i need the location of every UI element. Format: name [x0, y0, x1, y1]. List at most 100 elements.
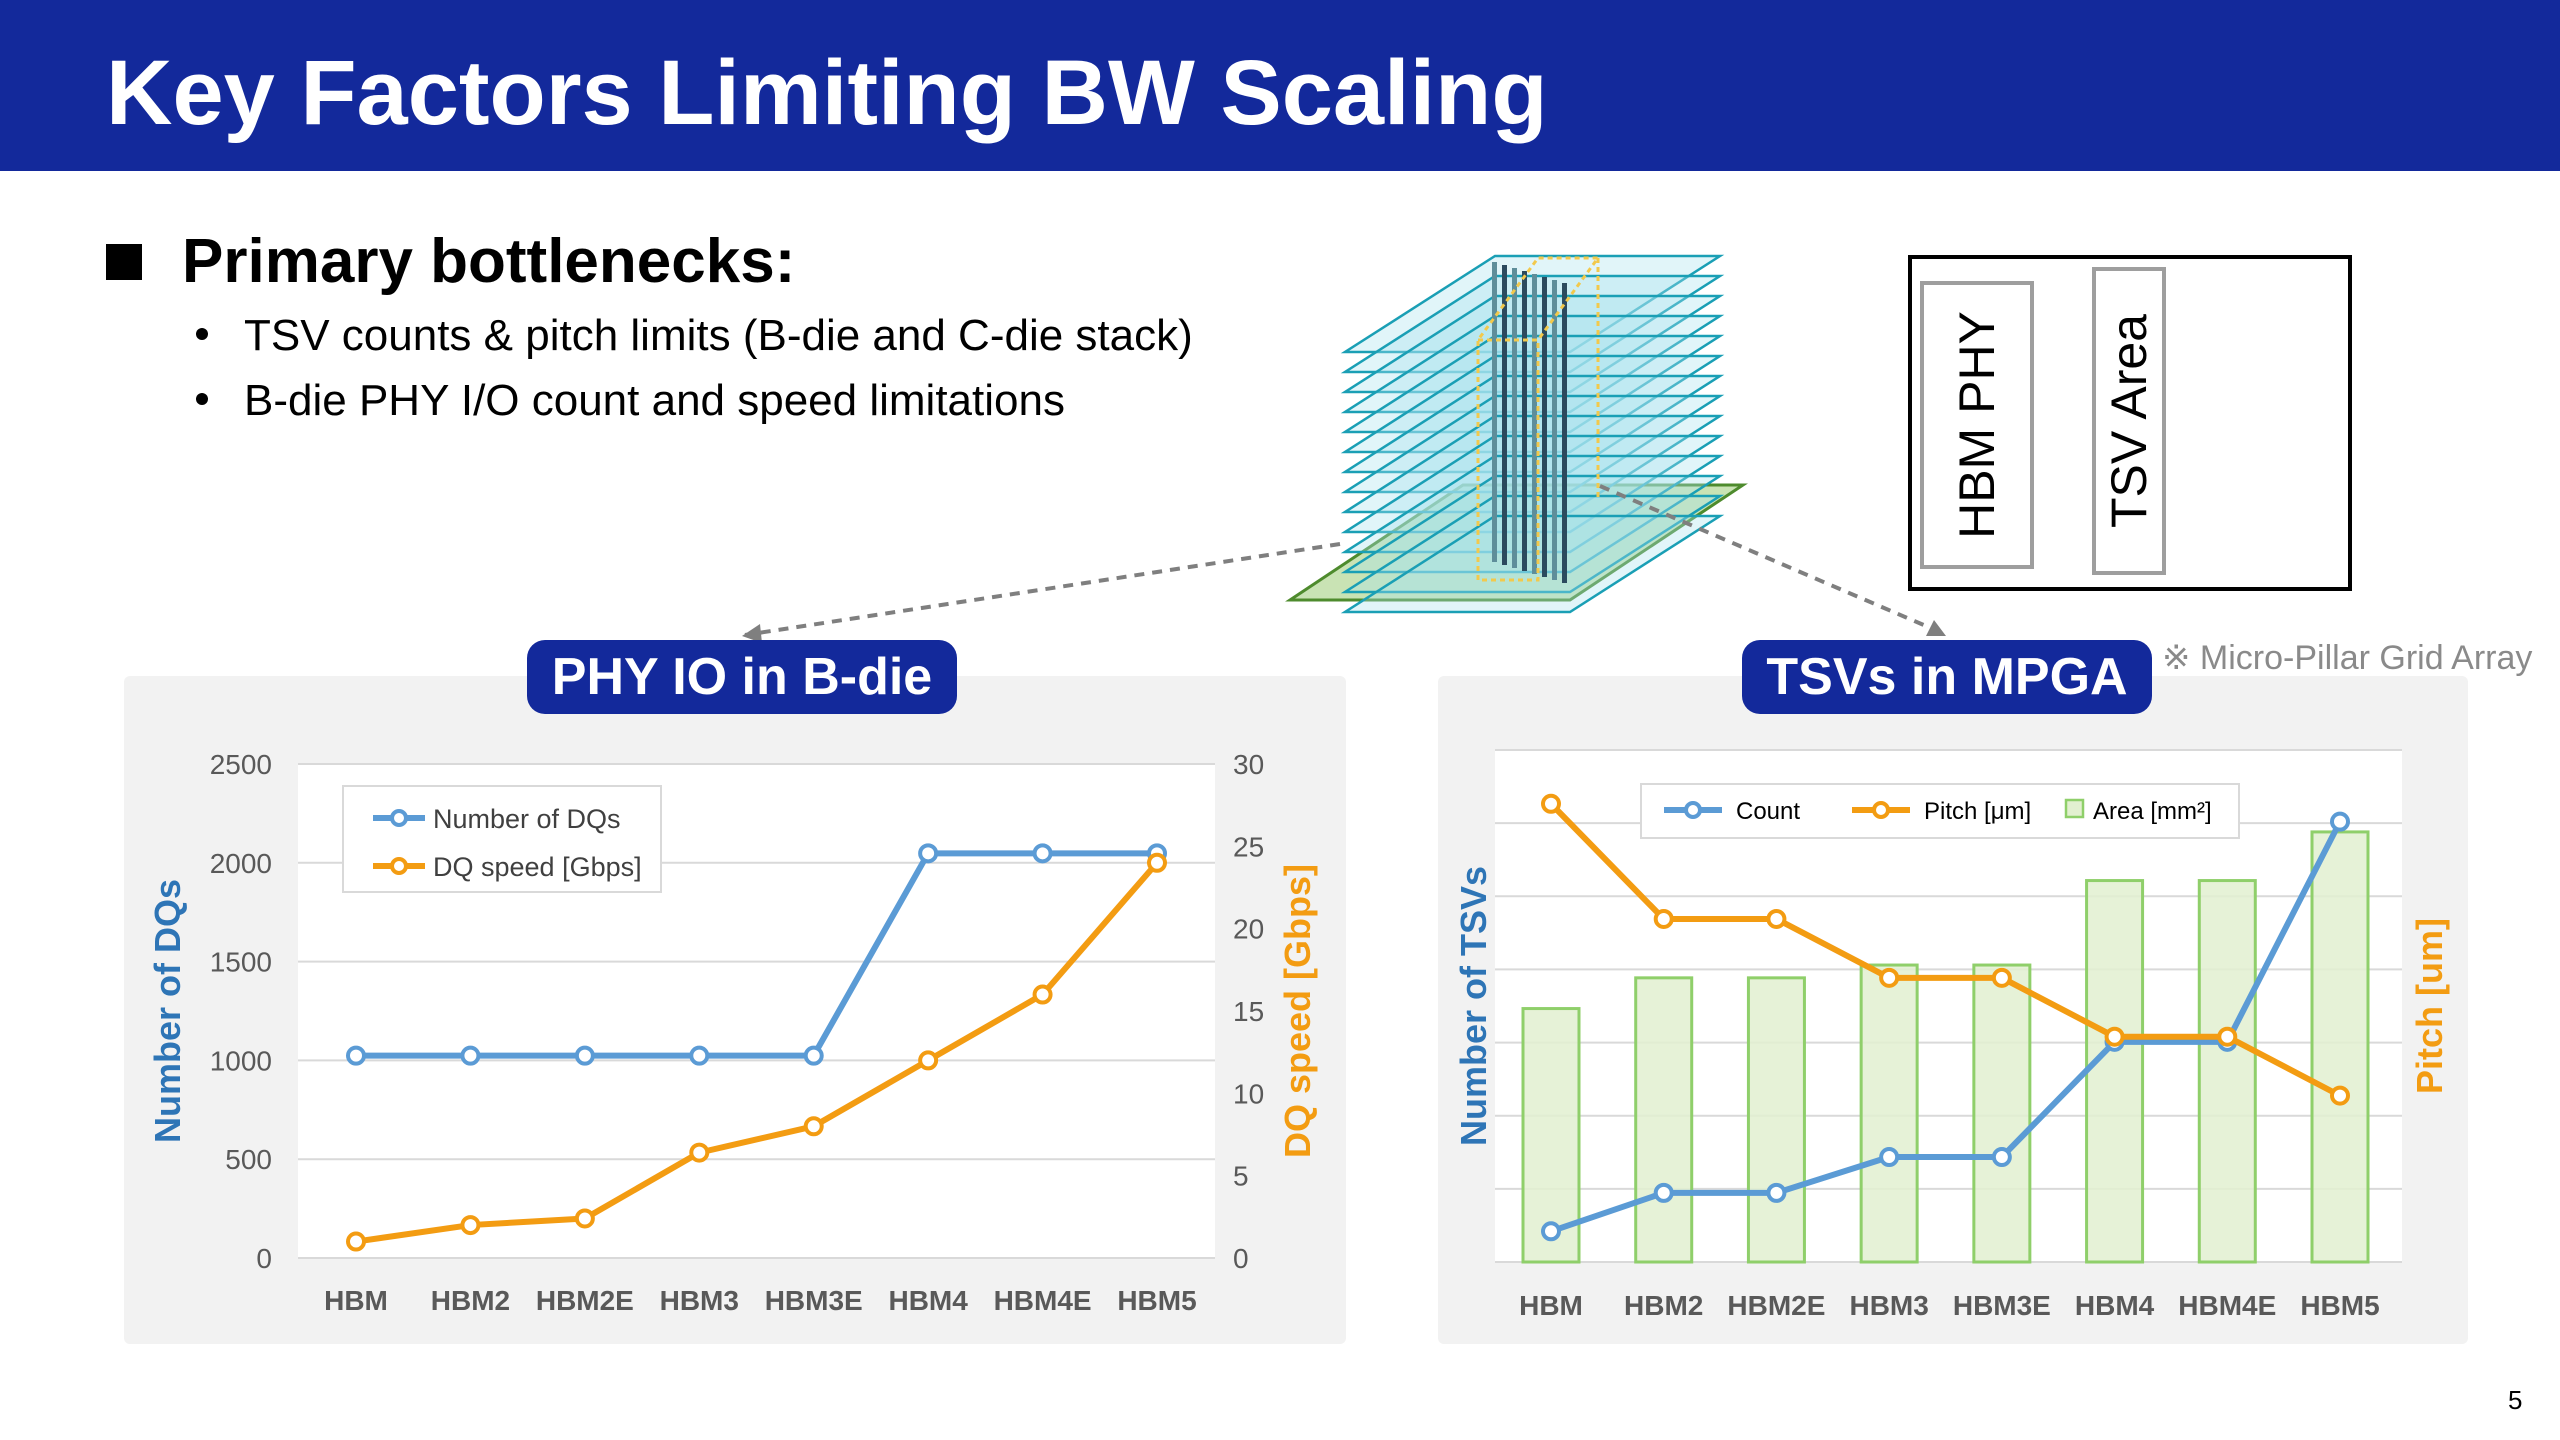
data-point — [1541, 793, 1561, 814]
arrow-to-tsv — [1599, 484, 1941, 634]
right-tick-label: 15 — [1233, 996, 1264, 1027]
data-point — [1879, 1147, 1900, 1168]
bullet-dot-icon — [196, 393, 208, 406]
data-point — [1879, 967, 1900, 988]
data-point — [460, 1215, 481, 1236]
bullet-item: B-die PHY I/O count and speed limitation… — [196, 373, 1065, 429]
area-bar — [1521, 1007, 1581, 1264]
tsv-pillar — [1562, 283, 1567, 583]
x-tick-label: HBM — [324, 1285, 388, 1316]
data-point — [918, 843, 939, 864]
data-point — [803, 1045, 824, 1066]
tsv-pillar — [1502, 265, 1507, 565]
legend-swatch-bar — [2064, 798, 2085, 819]
heading-text: Primary bottlenecks: — [182, 227, 796, 296]
arrowhead-right-icon — [1926, 620, 1946, 636]
x-tick-label: HBM3E — [1953, 1290, 2051, 1321]
x-tick-label: HBM3E — [765, 1285, 863, 1316]
right-tick-label: 20 — [1233, 914, 1264, 945]
right-axis-label: Pitch [um] — [2409, 918, 2450, 1094]
bullet-text: TSV counts & pitch limits (B-die and C-d… — [244, 311, 1193, 360]
x-tick-label: HBM4 — [888, 1285, 968, 1316]
left-tick-label: 0 — [256, 1243, 272, 1274]
data-point — [2330, 811, 2350, 832]
left-axis-label: Number of TSVs — [1453, 866, 1494, 1146]
data-point — [918, 1050, 939, 1071]
tsv-pillar — [1552, 280, 1557, 580]
right-tick-label: 30 — [1233, 749, 1264, 780]
legend-label: Area [mm²] — [2093, 798, 2212, 825]
legend-label: DQ speed [Gbps] — [433, 852, 642, 882]
tsv-mpga-pill: TSVs in MPGA — [1742, 640, 2152, 714]
area-bar — [2197, 879, 2257, 1264]
data-point — [1766, 908, 1787, 929]
left-tick-label: 500 — [225, 1144, 272, 1175]
x-tick-label: HBM3 — [660, 1285, 739, 1316]
data-point — [1653, 908, 1674, 929]
left-tick-label: 2500 — [210, 749, 272, 780]
series-line — [356, 850, 1157, 1059]
data-point — [1653, 1182, 1674, 1203]
left-axis-label: Number of DQs — [147, 879, 188, 1143]
mpga-footnote: ※ Micro-Pillar Grid Array — [2162, 639, 2533, 677]
data-point — [1032, 984, 1053, 1005]
x-tick-label: HBM2 — [431, 1285, 510, 1316]
data-point — [346, 1231, 366, 1252]
data-point — [574, 1045, 595, 1066]
x-tick-label: HBM4 — [2075, 1290, 2155, 1321]
bullet-dot-icon — [196, 328, 208, 341]
legend-swatch-marker — [1872, 801, 1890, 819]
data-point — [346, 1045, 366, 1066]
legend-swatch-marker — [1684, 801, 1702, 819]
area-bar — [2085, 879, 2145, 1264]
area-bar — [1859, 963, 1919, 1264]
data-point — [1032, 843, 1053, 864]
area-bar — [1972, 963, 2032, 1264]
page-number: 5 — [2508, 1385, 2523, 1415]
arrowhead-left-icon — [742, 624, 762, 643]
tsv-column-front — [1476, 338, 1540, 582]
hbm-phy-block: HBM PHY — [1920, 281, 2034, 569]
tsv-pillar — [1542, 277, 1547, 577]
x-tick-label: HBM2 — [1624, 1290, 1703, 1321]
area-bar — [1746, 976, 1806, 1264]
data-point — [460, 1045, 481, 1066]
data-point — [1147, 852, 1167, 873]
title-banner: Key Factors Limiting BW Scaling — [0, 0, 2560, 171]
data-point — [2104, 1026, 2125, 1047]
section-heading: Primary bottlenecks: — [106, 224, 795, 300]
data-point — [1766, 1182, 1787, 1203]
phy-io-pill: PHY IO in B-die — [527, 640, 957, 714]
tsv-pillar — [1512, 268, 1517, 568]
data-point — [803, 1116, 824, 1137]
right-tick-label: 10 — [1233, 1078, 1264, 1109]
legend-label: Number of DQs — [433, 804, 621, 834]
data-point — [2217, 1026, 2238, 1047]
series-line — [1550, 820, 2343, 1235]
legend-label: Pitch [μm] — [1924, 798, 2031, 825]
right-axis-label: DQ speed [Gbps] — [1277, 864, 1318, 1158]
series-line — [355, 860, 1160, 1245]
bullet-text: B-die PHY I/O count and speed limitation… — [244, 376, 1065, 425]
tsv-area-block: TSV Area — [2092, 267, 2166, 575]
tsv-pillar — [1532, 274, 1537, 574]
area-bar — [2310, 830, 2370, 1264]
legend-swatch-marker — [390, 809, 408, 827]
data-point — [2330, 1085, 2350, 1106]
x-tick-label: HBM2E — [536, 1285, 634, 1316]
x-tick-label: HBM4E — [994, 1285, 1092, 1316]
data-point — [1541, 1221, 1561, 1242]
right-tick-label: 25 — [1233, 831, 1264, 862]
tsv-pillar — [1492, 262, 1497, 562]
data-point — [1991, 1147, 2012, 1168]
right-tick-label: 0 — [1233, 1243, 1249, 1274]
data-point — [689, 1142, 710, 1163]
phy-tsv-box: HBM PHY TSV Area — [1908, 255, 2352, 591]
x-tick-label: HBM2E — [1727, 1290, 1825, 1321]
x-tick-label: HBM — [1519, 1290, 1583, 1321]
x-tick-label: HBM3 — [1849, 1290, 1928, 1321]
right-tick-label: 5 — [1233, 1161, 1249, 1192]
data-point — [574, 1208, 595, 1229]
